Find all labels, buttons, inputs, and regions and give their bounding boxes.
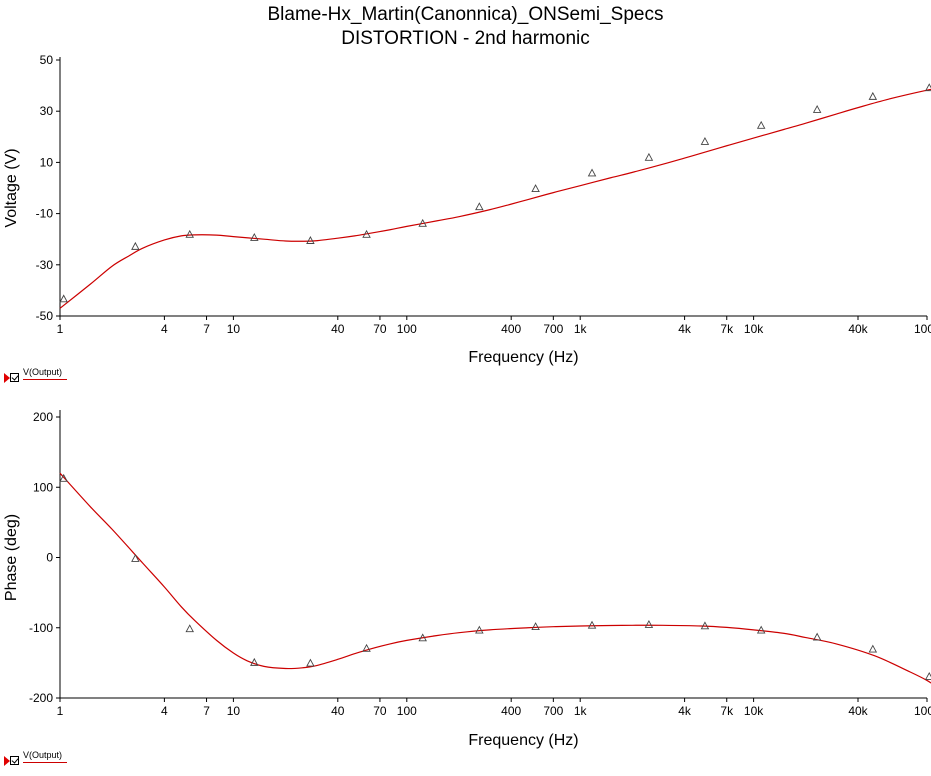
- data-point-marker: [531, 622, 540, 630]
- trace-flag-icon: [4, 373, 10, 383]
- x-axis-label: Frequency (Hz): [468, 732, 578, 749]
- data-point-marker: [59, 473, 68, 482]
- y-tick-label: 30: [40, 104, 54, 118]
- data-point-marker: [475, 625, 484, 634]
- data-point-marker: [306, 236, 315, 244]
- data-point-marker: [306, 658, 315, 667]
- y-tick-label: 200: [33, 410, 53, 424]
- y-tick-label: 50: [40, 53, 54, 67]
- data-point-marker: [700, 621, 710, 630]
- data-point-marker: [362, 643, 371, 652]
- x-tick-label: 7: [203, 322, 210, 336]
- y-axis-label: Phase (deg): [3, 514, 20, 601]
- x-tick-label: 1k: [574, 322, 588, 336]
- data-point-marker: [250, 232, 259, 241]
- x-tick-label: 40: [331, 322, 345, 336]
- y-tick-label: 100: [33, 480, 53, 494]
- x-tick-label: 10k: [744, 704, 764, 718]
- data-point-marker: [756, 625, 766, 634]
- x-tick-label: 1: [57, 322, 64, 336]
- series-line-V(Output): [59, 472, 931, 684]
- x-tick-label: 100k: [914, 322, 931, 336]
- x-tick-label: 70: [373, 704, 387, 718]
- x-tick-label: 4k: [678, 704, 692, 718]
- data-point-marker: [700, 136, 710, 145]
- x-tick-label: 10: [227, 322, 241, 336]
- x-tick-label: 40: [331, 704, 345, 718]
- data-point-marker: [185, 229, 194, 238]
- x-tick-label: 100: [397, 704, 417, 718]
- legend-label: V(Output): [23, 750, 63, 760]
- data-point-marker: [587, 620, 597, 629]
- chart-title-line-1: Blame-Hx_Martin(Canonnica)_ONSemi_Specs: [267, 4, 664, 25]
- x-tick-label: 700: [543, 322, 563, 336]
- data-point-marker: [868, 91, 878, 100]
- x-axis-label: Frequency (Hz): [468, 349, 578, 366]
- data-point-marker: [756, 120, 766, 129]
- data-point-marker: [812, 104, 822, 113]
- legend-label: V(Output): [23, 367, 63, 377]
- x-tick-label: 1k: [574, 704, 588, 718]
- x-tick-label: 4k: [678, 322, 692, 336]
- x-tick-label: 400: [501, 704, 521, 718]
- data-point-marker: [185, 624, 194, 633]
- series-line-V(Output): [59, 88, 931, 309]
- chart-title: Blame-Hx_Martin(Canonnica)_ONSemi_Specs …: [0, 0, 931, 51]
- x-tick-label: 40k: [848, 704, 868, 718]
- y-tick-label: -10: [36, 207, 54, 221]
- data-point-marker: [644, 619, 654, 628]
- x-tick-label: 4: [161, 704, 168, 718]
- y-tick-label: 0: [46, 551, 53, 565]
- checkbox-icon[interactable]: [10, 756, 19, 765]
- y-tick-label: 10: [40, 155, 54, 169]
- x-tick-label: 10k: [744, 322, 764, 336]
- data-point-marker: [475, 202, 484, 211]
- x-tick-label: 400: [501, 322, 521, 336]
- y-tick-label: -200: [29, 691, 53, 705]
- data-point-marker: [131, 553, 140, 562]
- x-tick-label: 70: [373, 322, 387, 336]
- x-tick-label: 1: [57, 704, 64, 718]
- x-tick-label: 10: [227, 704, 241, 718]
- legend-line-sample: [23, 762, 67, 763]
- data-point-marker: [362, 229, 371, 238]
- y-tick-label: -50: [36, 309, 54, 323]
- data-point-marker: [531, 184, 540, 192]
- trace-flag-icon: [4, 756, 10, 766]
- data-point-marker: [812, 632, 822, 641]
- data-point-marker: [868, 644, 878, 653]
- data-point-marker: [131, 241, 140, 250]
- y-tick-label: -100: [29, 621, 53, 635]
- data-point-marker: [924, 671, 931, 680]
- legend-line-sample: [23, 379, 67, 380]
- x-tick-label: 7k: [720, 322, 734, 336]
- data-point-marker: [644, 152, 654, 161]
- chart-title-line-2: DISTORTION - 2nd harmonic: [341, 28, 590, 49]
- x-tick-label: 7: [203, 704, 210, 718]
- x-tick-label: 4: [161, 322, 168, 336]
- x-tick-label: 700: [543, 704, 563, 718]
- panel-phase: 1 4 7 10 40 70 100 400 700 1k 4k 7k 10k 40k 100k 200 100…: [3, 410, 931, 749]
- data-point-marker: [59, 294, 68, 303]
- x-tick-label: 100k: [914, 704, 931, 718]
- x-tick-label: 7k: [720, 704, 734, 718]
- data-point-marker: [587, 168, 597, 177]
- data-point-marker: [418, 633, 427, 642]
- panel-voltage: 1 4 7 10 40 70 100 400 700 1k 4k 7k 10k 40k 100k 50 30 10…: [3, 53, 931, 366]
- y-axis-label: Voltage (V): [3, 148, 20, 227]
- y-tick-label: -30: [36, 258, 54, 272]
- data-point-marker: [418, 218, 427, 227]
- data-point-marker: [250, 657, 259, 666]
- checkbox-icon[interactable]: [10, 373, 19, 382]
- x-tick-label: 100: [397, 322, 417, 336]
- x-tick-label: 40k: [848, 322, 868, 336]
